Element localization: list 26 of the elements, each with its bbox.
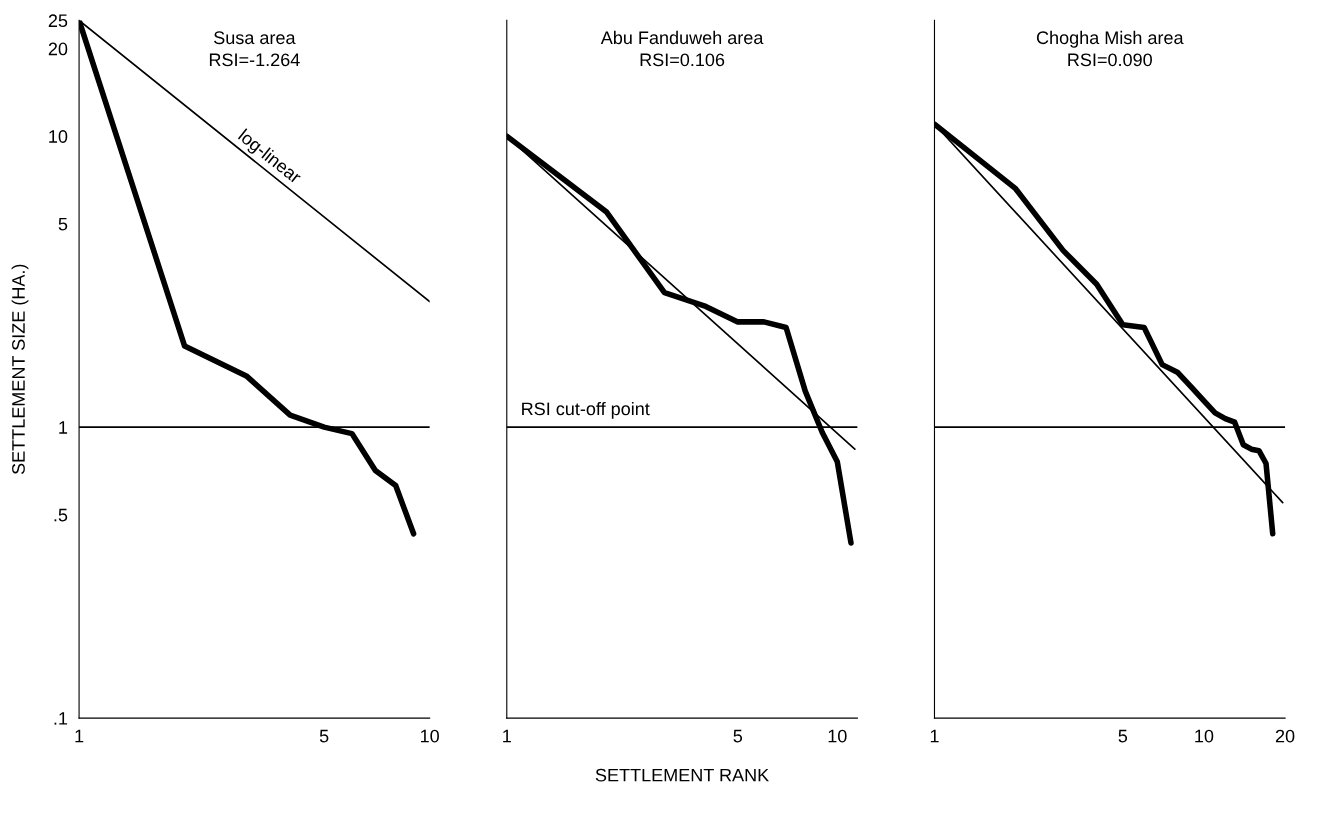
chart-title: Susa area xyxy=(214,31,296,45)
x-tick-label: 1 xyxy=(930,729,939,743)
y-axis-title: SETTLEMENT SIZE (HA.) xyxy=(11,264,29,475)
y-tick-label: 20 xyxy=(48,42,68,56)
x-tick-label: 10 xyxy=(1195,729,1214,743)
x-tick-label: 5 xyxy=(319,729,329,743)
y-tick-label: .5 xyxy=(54,508,68,522)
text: RSI=-1.264 xyxy=(209,53,300,67)
x-tick-label: 1 xyxy=(75,729,84,743)
y-tick-label: 25 xyxy=(48,14,68,28)
y-tick-label: 1 xyxy=(59,421,68,434)
text: RSI=0.106 xyxy=(640,53,725,67)
x-tick-label: 10 xyxy=(828,729,847,743)
y-tick-label: 10 xyxy=(49,130,68,143)
x-tick-label: 1 xyxy=(503,729,511,743)
text: RSI=0.090 xyxy=(1068,53,1152,67)
x-tick-label: 20 xyxy=(1275,729,1295,743)
ref-line-label: RSI cut-off point xyxy=(522,401,650,419)
chart-title: Abu Fanduweh area xyxy=(600,30,764,45)
y-tick-label: 5 xyxy=(58,217,68,231)
x-tick-label: 5 xyxy=(733,729,743,743)
x-tick-label: 10 xyxy=(420,729,439,743)
x-axis-title: SETTLEMENT RANK xyxy=(595,768,769,782)
y-tick-label: .1 xyxy=(54,712,68,725)
x-tick-label: 5 xyxy=(1118,729,1128,743)
text: Chogha Mish area xyxy=(1036,30,1184,48)
